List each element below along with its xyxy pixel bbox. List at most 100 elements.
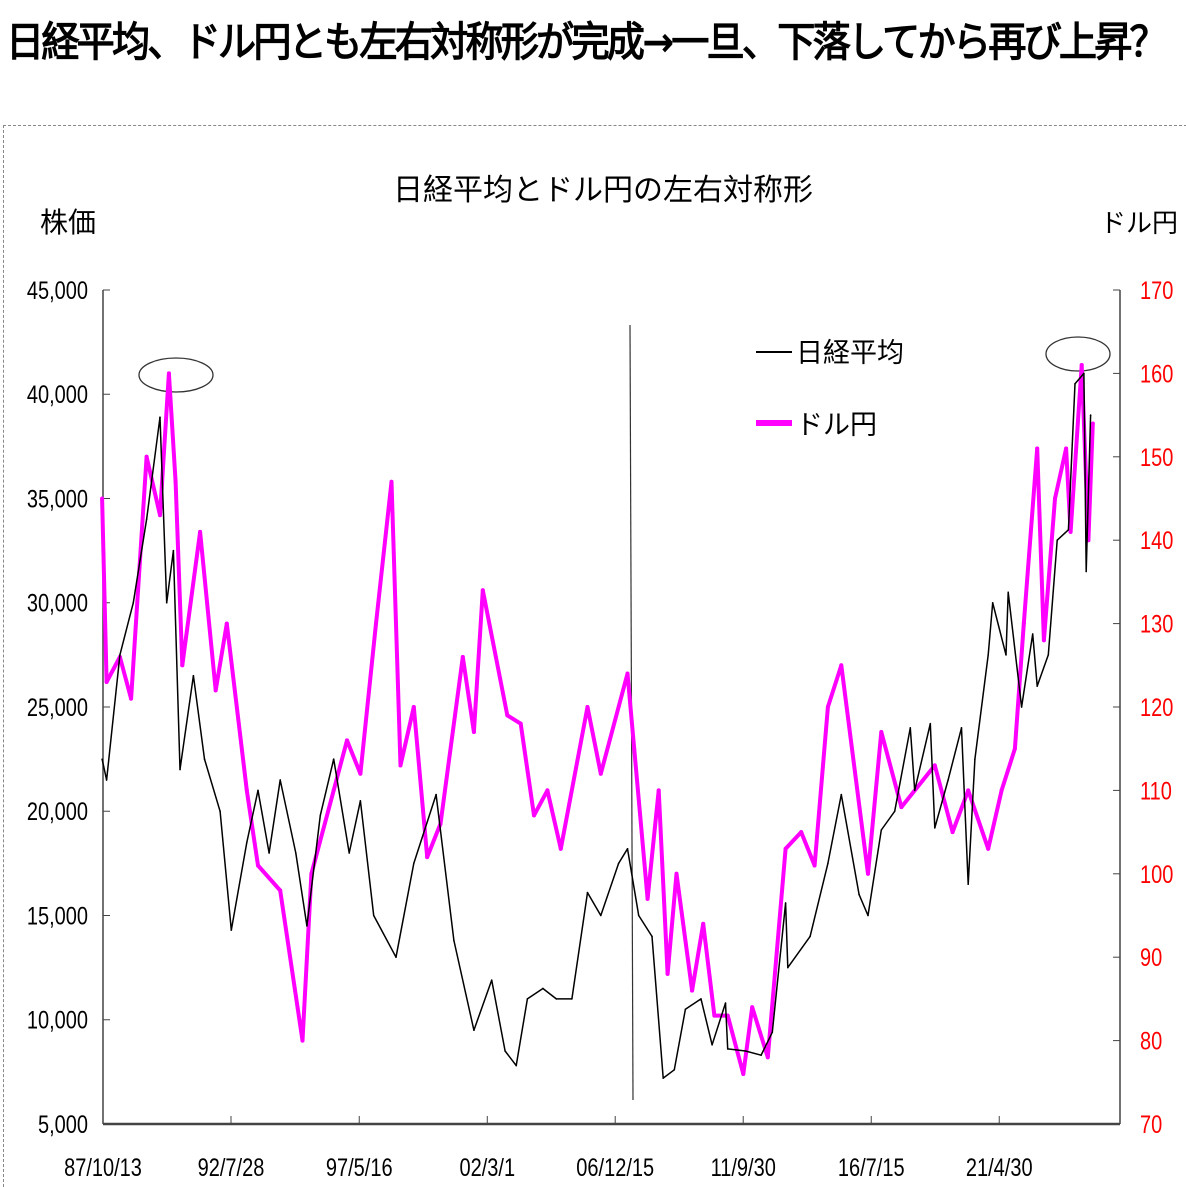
nikkei-point bbox=[179, 768, 181, 771]
y-left-tick-label: 25,000 bbox=[27, 694, 88, 722]
usdjpy-point bbox=[389, 479, 394, 484]
nikkei-point bbox=[515, 1064, 518, 1067]
usdjpy-point bbox=[701, 921, 706, 926]
usdjpy-point bbox=[166, 371, 171, 376]
nikkei-point bbox=[159, 416, 161, 418]
nikkei-point bbox=[145, 518, 148, 521]
nikkei-point bbox=[784, 902, 787, 904]
nikkei-point bbox=[586, 891, 589, 894]
usdjpy-point bbox=[1064, 446, 1069, 451]
nikkei-point bbox=[726, 1048, 729, 1050]
usdjpy-point bbox=[1021, 621, 1026, 626]
usdjpy-point bbox=[999, 788, 1004, 793]
usdjpy-point bbox=[198, 529, 203, 534]
x-tick-label: 21/4/30 bbox=[966, 1154, 1033, 1182]
nikkei-point bbox=[1047, 654, 1050, 656]
y-left-tick-label: 45,000 bbox=[27, 277, 88, 305]
usdjpy-point bbox=[213, 688, 218, 693]
nikkei-point bbox=[319, 814, 322, 817]
nikkei-point bbox=[172, 549, 175, 552]
x-tick-label: 16/7/15 bbox=[838, 1154, 905, 1182]
nikkei-point bbox=[1005, 654, 1007, 656]
x-tick-label: 97/5/16 bbox=[326, 1154, 393, 1182]
usdjpy-point bbox=[173, 479, 178, 484]
usdjpy-point bbox=[585, 705, 590, 709]
nikkei-point bbox=[600, 914, 602, 917]
nikkei-point bbox=[700, 998, 702, 1000]
usdjpy-point bbox=[104, 679, 109, 684]
y-right-tick-label: 160 bbox=[1140, 360, 1173, 388]
nikkei-point bbox=[132, 601, 135, 604]
usdjpy-point bbox=[839, 663, 844, 668]
usdjpy-point bbox=[224, 621, 229, 626]
nikkei-point bbox=[662, 1077, 664, 1079]
usdjpy-point bbox=[1012, 746, 1017, 751]
usdjpy-point bbox=[518, 721, 523, 726]
nikkei-point bbox=[711, 1043, 713, 1046]
nikkei-point bbox=[724, 1002, 727, 1004]
y-axis-left-label: 株価 bbox=[40, 206, 96, 239]
nikkei-point bbox=[827, 862, 829, 865]
series-nikkei-line bbox=[101, 372, 1092, 1079]
nikkei-point bbox=[858, 893, 860, 896]
chart-title: 日経平均とドル円の左右対称形 bbox=[393, 173, 813, 208]
usdjpy-point bbox=[812, 863, 817, 868]
nikkei-point bbox=[359, 800, 362, 802]
usdjpy-point bbox=[278, 888, 283, 893]
nikkei-point bbox=[651, 935, 653, 938]
nikkei-point bbox=[880, 829, 883, 831]
nikkei-point bbox=[279, 779, 282, 781]
nikkei-point bbox=[809, 935, 811, 938]
usdjpy-point bbox=[1035, 446, 1040, 451]
usdjpy-point bbox=[899, 805, 904, 810]
nikkei-point bbox=[1083, 372, 1085, 375]
nikkei-point bbox=[933, 827, 936, 829]
usdjpy-point bbox=[158, 513, 163, 518]
y-right-tick-label: 80 bbox=[1140, 1028, 1162, 1056]
nikkei-point bbox=[967, 883, 969, 886]
nikkei-point bbox=[119, 654, 121, 656]
usdjpy-point bbox=[129, 696, 134, 701]
peak-ellipse-left bbox=[138, 357, 214, 393]
usdjpy-point bbox=[783, 846, 788, 851]
legend-label-nikkei: 日経平均 bbox=[796, 338, 904, 369]
usdjpy-point bbox=[558, 846, 563, 851]
nikkei-point bbox=[929, 722, 932, 725]
y-right-tick-label: 90 bbox=[1140, 944, 1162, 972]
x-tick-label: 87/10/13 bbox=[64, 1154, 142, 1182]
x-tick-label: 92/7/28 bbox=[198, 1154, 265, 1182]
peak-ellipse-right bbox=[1045, 336, 1111, 372]
usdjpy-point bbox=[966, 788, 971, 793]
y-left-tick-label: 15,000 bbox=[27, 902, 88, 930]
nikkei-point bbox=[372, 914, 375, 917]
nikkei-point bbox=[991, 601, 994, 604]
chart-frame bbox=[3, 125, 1186, 1187]
usdjpy-point bbox=[825, 705, 830, 709]
nikkei-point bbox=[617, 862, 620, 865]
nikkei-point bbox=[1074, 383, 1076, 385]
usdjpy-point bbox=[1041, 638, 1046, 643]
usdjpy-point bbox=[505, 713, 510, 718]
nikkei-point bbox=[203, 758, 206, 760]
usdjpy-point bbox=[932, 763, 937, 768]
legend-label-usdjpy: ドル円 bbox=[796, 410, 877, 441]
nikkei-point bbox=[348, 852, 351, 854]
y-left-tick-label: 5,000 bbox=[38, 1111, 88, 1139]
usdjpy-point bbox=[632, 746, 637, 751]
nikkei-point bbox=[909, 727, 912, 729]
y-right-tick-label: 130 bbox=[1140, 611, 1173, 639]
usdjpy-point bbox=[244, 788, 249, 793]
y-right-tick-label: 150 bbox=[1140, 444, 1173, 472]
nikkei-point bbox=[395, 956, 397, 958]
nikkei-point bbox=[673, 1068, 676, 1071]
nikkei-point bbox=[490, 979, 493, 981]
nikkei-point bbox=[840, 793, 843, 796]
usdjpy-point bbox=[598, 771, 603, 776]
y-left-tick-label: 30,000 bbox=[27, 590, 88, 618]
nikkei-point bbox=[960, 727, 963, 729]
usdjpy-point bbox=[1068, 529, 1073, 534]
nikkei-point bbox=[192, 674, 195, 677]
usdjpy-point bbox=[373, 621, 378, 626]
y-left-tick-label: 10,000 bbox=[27, 1007, 88, 1035]
usdjpy-point bbox=[1079, 363, 1084, 368]
